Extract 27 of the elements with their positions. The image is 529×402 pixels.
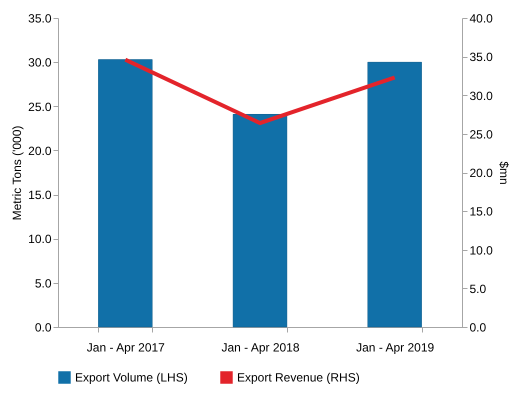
y2-tick-label: 40.0 — [470, 12, 494, 26]
y2-tick-label: 20.0 — [470, 166, 494, 180]
y2-tick-label: 35.0 — [470, 50, 494, 64]
y2-axis-title: $mn — [496, 161, 511, 185]
y-tick-label: 30.0 — [28, 56, 52, 70]
legend-label: Export Revenue (RHS) — [237, 370, 360, 385]
legend-label: Export Volume (LHS) — [75, 370, 188, 385]
x-tick-label: Jan - Apr 2019 — [356, 340, 435, 354]
y-tick-label: 25.0 — [28, 100, 52, 114]
bar — [98, 59, 153, 328]
bar — [367, 62, 422, 328]
y-tick-label: 20.0 — [28, 144, 52, 158]
y-axis-title: Metric Tons ('000) — [10, 126, 24, 220]
y2-tick-label: 15.0 — [470, 204, 494, 219]
y-tick-label: 10.0 — [28, 232, 52, 246]
y2-tick-label: 30.0 — [470, 88, 494, 103]
x-tick-label: Jan - Apr 2018 — [221, 340, 300, 354]
x-tick-label: Jan - Apr 2017 — [86, 340, 166, 354]
y-tick-label: 0.0 — [34, 320, 52, 334]
y2-tick-label: 5.0 — [470, 282, 487, 296]
y2-tick-label: 10.0 — [470, 243, 494, 258]
y2-tick-label: 0.0 — [470, 320, 487, 334]
bar — [232, 114, 288, 328]
y-tick-label: 5.0 — [34, 276, 52, 290]
y-tick-label: 15.0 — [28, 188, 52, 202]
y-tick-label: 35.0 — [28, 12, 52, 26]
y2-tick-label: 25.0 — [470, 127, 494, 142]
